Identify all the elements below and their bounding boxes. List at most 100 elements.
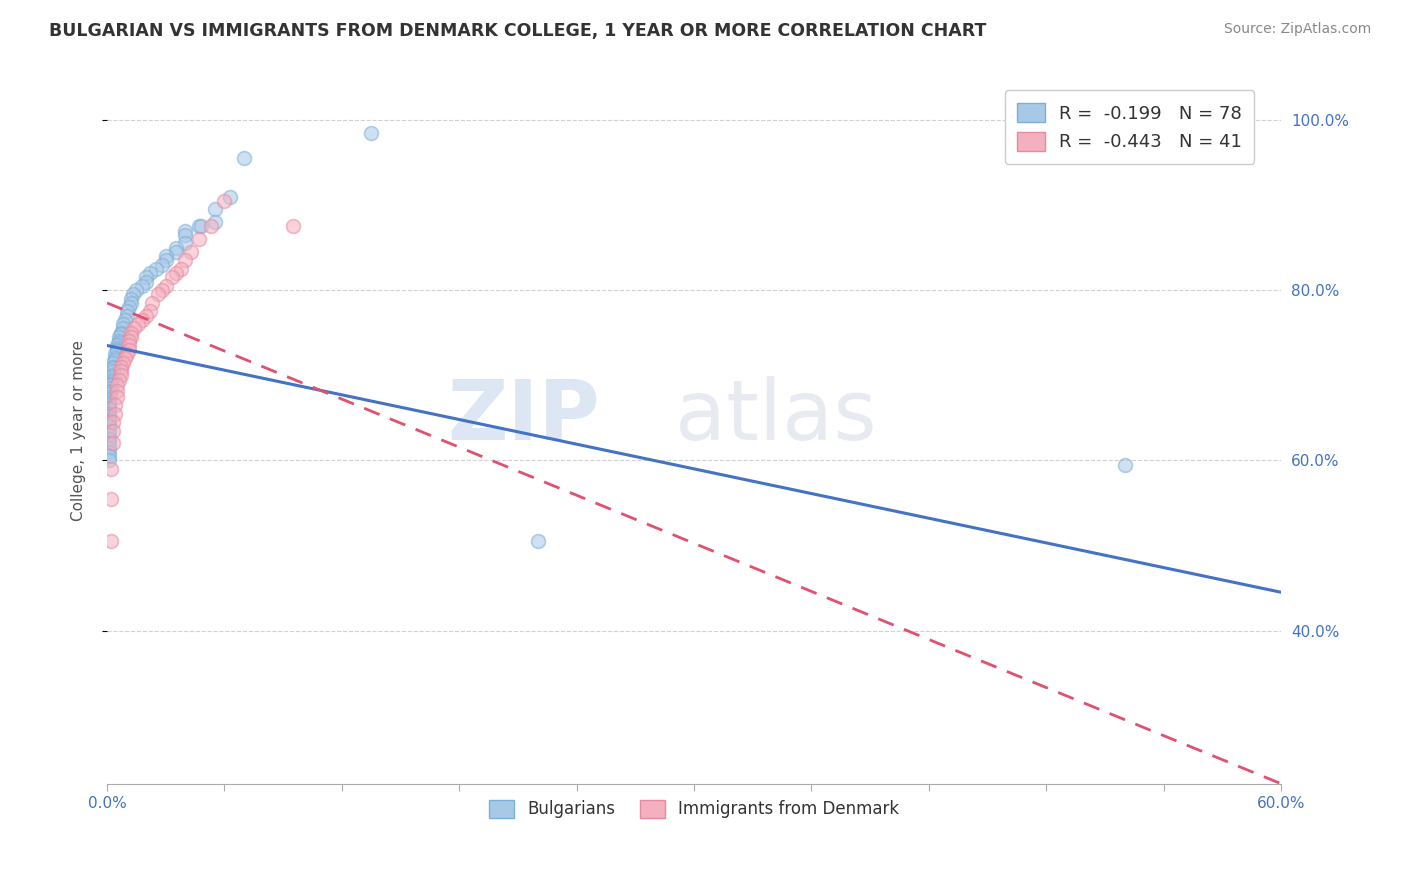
Point	[105, 384, 128, 398]
Point	[165, 244, 187, 259]
Point	[188, 232, 211, 246]
Point	[100, 384, 122, 398]
Point	[98, 387, 121, 401]
Point	[101, 368, 124, 383]
Point	[155, 279, 177, 293]
Point	[104, 351, 127, 366]
Point	[204, 215, 226, 229]
Point	[105, 341, 128, 355]
Text: atlas: atlas	[675, 376, 877, 457]
Point	[117, 300, 139, 314]
Point	[117, 334, 139, 349]
Point	[214, 194, 236, 208]
Point	[120, 296, 142, 310]
Point	[110, 327, 132, 342]
Point	[98, 392, 121, 406]
Point	[1114, 458, 1136, 472]
Point	[98, 449, 121, 463]
Point	[170, 261, 193, 276]
Point	[98, 427, 121, 442]
Point	[165, 241, 187, 255]
Point	[98, 415, 121, 429]
Point	[98, 441, 121, 455]
Point	[114, 351, 136, 366]
Point	[141, 296, 163, 310]
Point	[104, 353, 127, 368]
Point	[200, 219, 222, 234]
Point	[526, 534, 548, 549]
Point	[174, 236, 197, 251]
Point	[98, 445, 121, 459]
Point	[125, 283, 148, 297]
Point	[150, 258, 173, 272]
Point	[111, 317, 134, 331]
Point	[281, 219, 304, 234]
Point	[100, 370, 122, 384]
Point	[100, 375, 122, 389]
Point	[105, 344, 128, 359]
Point	[160, 270, 183, 285]
Point	[108, 330, 131, 344]
Point	[174, 224, 197, 238]
Point	[165, 266, 187, 280]
Point	[98, 424, 121, 438]
Point	[139, 266, 162, 280]
Point	[190, 219, 212, 234]
Point	[100, 491, 122, 506]
Point	[105, 390, 128, 404]
Point	[101, 361, 124, 376]
Point	[108, 372, 131, 386]
Point	[98, 398, 121, 412]
Point	[150, 283, 173, 297]
Point	[127, 317, 149, 331]
Point	[104, 347, 127, 361]
Point	[117, 338, 139, 352]
Point	[174, 227, 197, 242]
Point	[360, 126, 382, 140]
Point	[145, 261, 167, 276]
Point	[110, 364, 132, 378]
Point	[98, 395, 121, 409]
Point	[101, 359, 124, 374]
Point	[146, 287, 169, 301]
Point	[98, 432, 121, 446]
Point	[204, 202, 226, 217]
Point	[108, 335, 131, 350]
Point	[100, 534, 122, 549]
Point	[124, 321, 146, 335]
Point	[135, 275, 157, 289]
Point	[180, 244, 202, 259]
Point	[98, 412, 121, 426]
Point	[98, 407, 121, 421]
Point	[105, 343, 128, 357]
Point	[111, 321, 134, 335]
Point	[100, 381, 122, 395]
Point	[135, 270, 157, 285]
Point	[98, 393, 121, 408]
Point	[104, 398, 127, 412]
Legend: Bulgarians, Immigrants from Denmark: Bulgarians, Immigrants from Denmark	[482, 793, 905, 825]
Point	[188, 219, 211, 234]
Point	[101, 415, 124, 429]
Point	[100, 462, 122, 476]
Point	[139, 304, 162, 318]
Point	[104, 407, 127, 421]
Point	[108, 334, 131, 349]
Point	[115, 309, 138, 323]
Point	[131, 279, 153, 293]
Point	[111, 355, 134, 369]
Point	[121, 287, 143, 301]
Point	[120, 330, 142, 344]
Point	[98, 402, 121, 417]
Point	[98, 409, 121, 424]
Point	[131, 313, 153, 327]
Point	[115, 347, 138, 361]
Point	[101, 436, 124, 450]
Point	[105, 338, 128, 352]
Point	[98, 385, 121, 400]
Y-axis label: College, 1 year or more: College, 1 year or more	[72, 340, 86, 521]
Point	[219, 189, 242, 203]
Point	[135, 309, 157, 323]
Point	[98, 390, 121, 404]
Point	[110, 326, 132, 340]
